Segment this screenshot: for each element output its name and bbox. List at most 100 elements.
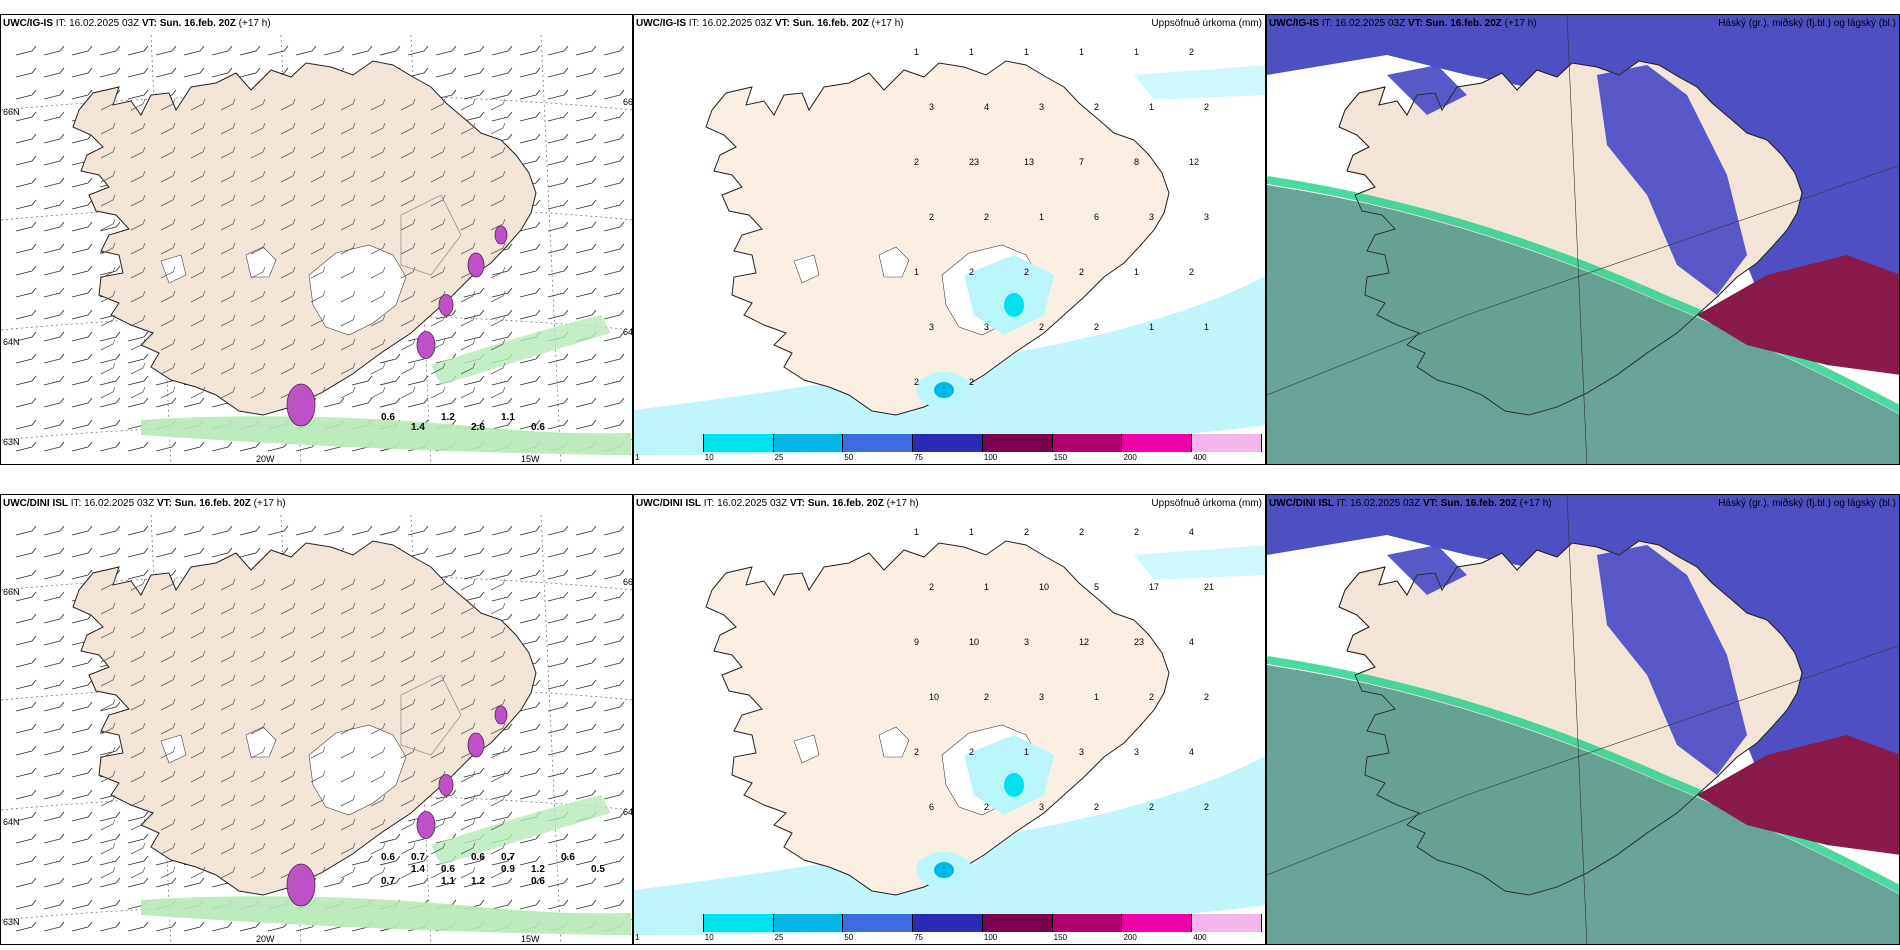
wind-barb	[71, 723, 93, 734]
wind-barb	[310, 722, 326, 735]
precip-value: 10	[929, 692, 939, 702]
panel-title: Háský (gr.), miðský (fj.bl.) og lágský (…	[1718, 498, 1896, 509]
wind-barb	[267, 45, 289, 56]
wind-barb	[127, 441, 149, 452]
wind-barb	[15, 679, 37, 690]
wind-barb	[490, 794, 506, 807]
wind-barb	[460, 314, 476, 327]
wind-barb	[430, 602, 446, 615]
wind-barb	[43, 613, 65, 624]
wind-barb	[99, 701, 121, 712]
wind-barb	[239, 67, 261, 78]
wind-barb	[43, 133, 65, 144]
value-label: 1.4	[411, 864, 425, 875]
wind-barb	[43, 45, 65, 56]
wind-barb	[460, 362, 476, 375]
wind-barb	[463, 767, 485, 778]
wind-barb	[280, 770, 296, 783]
wind-barb	[519, 613, 541, 624]
wind-barb	[280, 98, 296, 111]
wind-barb	[250, 794, 266, 807]
precip-value: 3	[1204, 212, 1209, 222]
wind-barb	[190, 146, 206, 159]
wind-barb	[280, 842, 296, 855]
wind-barb	[220, 794, 236, 807]
grid-line	[1566, 15, 1588, 464]
wind-barb	[519, 723, 541, 734]
wind-barb	[575, 679, 597, 690]
wind-barb	[603, 155, 625, 166]
wind-barb	[220, 650, 236, 663]
wind-barb	[370, 794, 386, 807]
wind-barb	[519, 309, 541, 320]
wind-barb	[491, 767, 513, 778]
wind-barb	[43, 221, 65, 232]
wind-barb	[351, 397, 373, 408]
wind-barb	[370, 602, 386, 615]
wind-barb	[547, 397, 569, 408]
panel-header: UWC/IG-IS IT: 16.02.2025 03Z VT: Sun. 16…	[636, 18, 904, 29]
wind-barb	[407, 877, 429, 888]
wind-barb	[190, 242, 206, 255]
wind-barb	[130, 794, 146, 807]
wind-barb	[400, 386, 416, 399]
wind-barb	[519, 89, 541, 100]
colorbar-segment	[1122, 914, 1193, 932]
axis-label: 20W	[256, 934, 275, 944]
wind-barb	[340, 242, 356, 255]
wind-barb	[130, 338, 146, 351]
wind-barb	[15, 657, 37, 668]
wind-barb	[43, 375, 65, 386]
precip-value: 1	[1094, 692, 1099, 702]
wind-barb	[323, 397, 345, 408]
wind-barb	[310, 218, 326, 231]
wind-barb	[43, 811, 65, 822]
wind-barb	[351, 45, 373, 56]
wind-barb	[155, 397, 177, 408]
wind-barb	[15, 419, 37, 430]
precip-area	[934, 382, 954, 398]
wind-barb	[43, 877, 65, 888]
precip-value: 4	[1189, 637, 1194, 647]
wind-barb	[15, 877, 37, 888]
precip-value: 1	[1024, 747, 1029, 757]
wind-barb	[220, 818, 236, 831]
wind-barb	[99, 419, 121, 430]
wind-barb	[547, 657, 569, 668]
wind-barb	[370, 818, 386, 831]
wind-barb	[491, 67, 513, 78]
wind-barb	[160, 194, 176, 207]
precip-band	[1134, 545, 1265, 580]
wind-barb	[130, 242, 146, 255]
wind-barb	[340, 386, 356, 399]
wind-barb	[310, 338, 326, 351]
wind-barb	[547, 613, 569, 624]
wind-barb	[15, 221, 37, 232]
wind-barb	[130, 746, 146, 759]
wind-barb	[491, 877, 513, 888]
precip-value: 21	[1204, 582, 1214, 592]
wind-barb	[460, 578, 476, 591]
wind-barb	[491, 397, 513, 408]
precip-value: 2	[929, 582, 934, 592]
wind-barb	[575, 569, 597, 580]
wind-barb	[71, 441, 93, 452]
wind-barb	[519, 569, 541, 580]
wind-barb	[519, 265, 541, 276]
wind-barb	[490, 650, 506, 663]
wind-barb	[519, 899, 541, 910]
precip-value: 1	[914, 47, 919, 57]
wind-barb	[127, 397, 149, 408]
wind-barb	[400, 362, 416, 375]
wind-barb	[603, 789, 625, 800]
wind-barb	[490, 242, 506, 255]
wind-barb	[71, 221, 93, 232]
precip-value: 1	[1134, 47, 1139, 57]
wind-barb	[127, 525, 149, 536]
wind-barb	[400, 842, 416, 855]
wind-barb	[351, 855, 373, 866]
precip-value: 2	[1189, 267, 1194, 277]
wind-barb	[220, 314, 236, 327]
wind-barb	[490, 746, 506, 759]
wind-barb	[379, 375, 401, 386]
